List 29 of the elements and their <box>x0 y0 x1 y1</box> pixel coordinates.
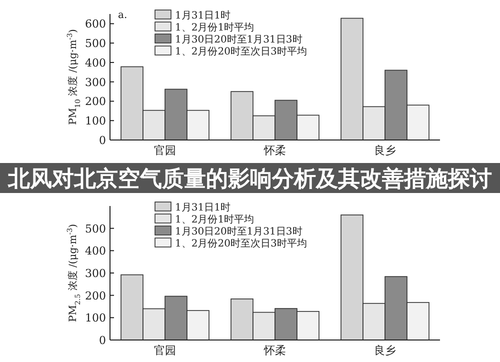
y-tick-label: 300 <box>85 76 106 89</box>
legend-label: 1月30日20时至1月31日3时 <box>175 34 302 46</box>
text: 北风对北京空气质量的影响分析及其改善措施探讨 <box>7 166 492 192</box>
y-tick-label: 0 <box>99 334 106 347</box>
x-tick-label: 良乡 <box>374 344 396 357</box>
annotation: a. <box>118 10 128 21</box>
y-tick-label: 600 <box>85 18 106 31</box>
legend-label: 1、2月份20时至次日3时平均 <box>175 238 307 250</box>
x-tick-label: 良乡 <box>374 144 396 157</box>
y-tick-label: 100 <box>85 312 106 325</box>
y-tick-label: 100 <box>85 114 106 128</box>
y-tick-label: 500 <box>85 222 106 236</box>
y-tick-label: 300 <box>85 267 106 280</box>
x-tick-label: 官园 <box>154 344 176 357</box>
y-tick-label: 400 <box>85 56 106 70</box>
legend-label: 1月30日20时至1月31日3时 <box>175 226 302 238</box>
legend-label: 1、2月份1时平均 <box>175 22 254 34</box>
legend-label: 1月31日1时 <box>175 10 230 22</box>
legend-label: 1、2月份1时平均 <box>175 214 254 226</box>
legend-label: 1月31日1时 <box>175 202 230 214</box>
x-tick-label: 官园 <box>154 144 176 157</box>
y-tick-label: 200 <box>85 95 106 108</box>
x-tick-label: 怀柔 <box>263 344 286 357</box>
y-tick-label: 200 <box>85 289 106 302</box>
y-tick-label: 0 <box>99 134 106 147</box>
legend-label: 1、2月份20时至次日3时平均 <box>175 46 307 58</box>
y-tick-label: 400 <box>85 244 106 258</box>
x-tick-label: 怀柔 <box>263 144 286 157</box>
y-tick-label: 500 <box>85 37 106 50</box>
